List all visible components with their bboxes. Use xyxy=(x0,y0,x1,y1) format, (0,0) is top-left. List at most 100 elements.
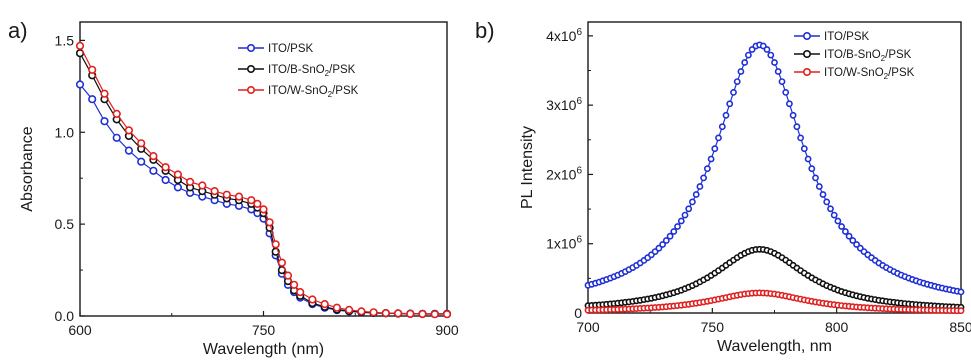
data-point xyxy=(700,174,707,182)
data-point xyxy=(689,198,696,206)
series-2 xyxy=(584,289,965,315)
data-point xyxy=(733,78,741,85)
legend-label: ITO/W-SnO2/PSK xyxy=(824,67,915,81)
data-point xyxy=(88,95,97,104)
y-tick-label: 0 xyxy=(574,305,582,321)
data-point xyxy=(210,187,219,196)
x-tick-label: 700 xyxy=(576,319,600,335)
data-point xyxy=(100,117,109,126)
data-point xyxy=(778,78,786,85)
data-point xyxy=(112,109,121,118)
data-point xyxy=(659,241,666,248)
data-point xyxy=(771,59,778,66)
data-point xyxy=(149,152,158,161)
data-point xyxy=(834,217,842,225)
data-point xyxy=(730,89,737,96)
y-tick-label: 2x106 xyxy=(546,165,582,182)
data-point xyxy=(173,170,182,179)
y-tick-label: 1.0 xyxy=(55,124,75,140)
data-point xyxy=(75,41,85,51)
data-point xyxy=(442,310,452,319)
data-point xyxy=(726,100,734,108)
data-point xyxy=(161,175,170,185)
legend-label: ITO/B-SnO2/PSK xyxy=(824,49,912,63)
x-tick-label: 750 xyxy=(701,319,725,335)
data-point xyxy=(124,126,133,135)
data-point xyxy=(234,192,244,201)
legend-label: ITO/W-SnO2/PSK xyxy=(268,85,359,99)
data-point xyxy=(666,232,674,240)
data-point xyxy=(722,111,730,119)
data-point xyxy=(259,205,268,214)
data-point xyxy=(830,211,838,219)
y-tick-label: 0.5 xyxy=(55,216,75,232)
data-point xyxy=(707,155,715,163)
legend-label: ITO/PSK xyxy=(268,43,313,55)
data-point xyxy=(186,177,195,186)
data-point xyxy=(808,165,816,173)
x-axis-label: Wavelength, nm xyxy=(717,338,832,355)
legend-marker xyxy=(247,86,256,95)
data-point xyxy=(124,146,133,155)
data-point xyxy=(681,211,689,219)
series-0 xyxy=(75,80,452,318)
legend-label: ITO/B-SnO2/PSK xyxy=(268,64,356,78)
plot-frame xyxy=(79,21,448,317)
data-point xyxy=(763,46,771,53)
x-tick-label: 750 xyxy=(252,322,276,338)
data-point xyxy=(737,68,745,75)
data-point xyxy=(696,183,704,190)
legend-label: ITO/PSK xyxy=(824,31,869,43)
data-point xyxy=(711,145,719,153)
legend-item: ITO/B-SnO2/PSK xyxy=(238,64,356,78)
data-point xyxy=(797,134,804,142)
legend-item: ITO/W-SnO2/PSK xyxy=(238,85,359,99)
data-point xyxy=(173,183,182,192)
y-tick-label: 1x106 xyxy=(546,235,582,252)
data-point xyxy=(793,123,801,131)
data-point xyxy=(815,183,823,190)
data-point xyxy=(290,280,299,289)
series-line xyxy=(79,45,447,315)
data-point xyxy=(75,80,85,89)
data-point xyxy=(345,305,354,315)
data-point xyxy=(308,295,317,304)
data-point xyxy=(767,51,775,59)
data-point xyxy=(283,271,293,280)
data-point xyxy=(277,258,287,267)
x-tick-label: 900 xyxy=(435,322,459,338)
data-point xyxy=(332,303,342,312)
data-point xyxy=(674,223,681,230)
data-point xyxy=(149,166,158,175)
panel-label: a) xyxy=(8,18,28,43)
data-point xyxy=(786,100,793,108)
legend-marker xyxy=(802,68,811,77)
data-point xyxy=(357,307,366,316)
data-point xyxy=(430,310,439,319)
x-tick-label: 850 xyxy=(949,319,971,335)
data-point xyxy=(253,199,262,208)
data-point xyxy=(670,228,678,235)
legend-marker xyxy=(247,65,256,74)
series-line xyxy=(79,52,447,315)
y-tick-label: 0.0 xyxy=(55,308,75,324)
data-point xyxy=(394,309,403,318)
y-axis-label: Absorbance xyxy=(19,126,36,211)
series-0 xyxy=(584,41,965,296)
data-point xyxy=(800,145,808,153)
data-point xyxy=(718,123,726,131)
data-point xyxy=(819,191,827,198)
series-2 xyxy=(75,41,452,319)
legend-item: ITO/B-SnO2/PSK xyxy=(794,49,912,63)
x-tick-label: 800 xyxy=(825,319,849,335)
data-point xyxy=(715,134,722,142)
data-point xyxy=(369,308,378,317)
data-point xyxy=(823,198,831,206)
data-point xyxy=(247,196,256,205)
data-point xyxy=(381,309,390,318)
legend-marker xyxy=(247,43,256,52)
legend-item: ITO/PSK xyxy=(238,43,313,55)
data-point xyxy=(677,217,685,225)
data-point xyxy=(957,307,965,315)
